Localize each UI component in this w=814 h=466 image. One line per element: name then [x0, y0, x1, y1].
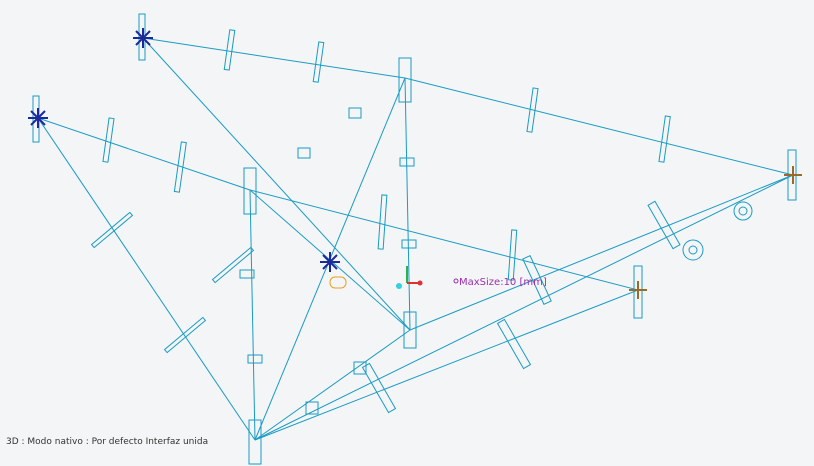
marker: [133, 28, 153, 48]
status-text: 3D : Modo nativo : Por defecto Interfaz …: [6, 437, 208, 447]
background: [0, 0, 814, 466]
marker: [320, 252, 340, 272]
viewport: MaxSize:10 [mm] 3D : Modo nativo : Por d…: [0, 0, 814, 466]
marker: [28, 108, 48, 128]
axis-x-tip: [418, 281, 423, 286]
origin: [396, 283, 402, 289]
page: MaxSize:10 [mm] 3D : Modo nativo : Por d…: [0, 0, 814, 466]
annotation-label: MaxSize:10 [mm]: [459, 277, 547, 288]
